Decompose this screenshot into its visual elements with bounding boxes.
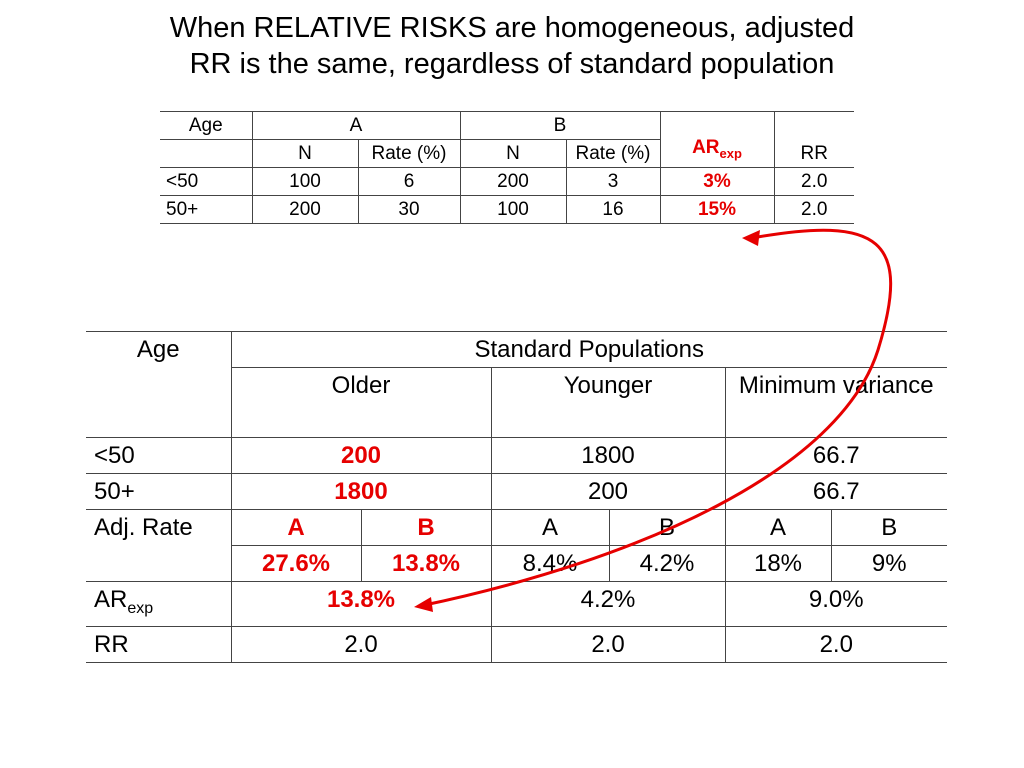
header-population-b: B [459,111,660,140]
table-row: 50+ 200 30 100 16 15% 2.0 [160,195,854,224]
adj-rate-label: Adj. Rate [86,509,231,582]
age-cell: 50+ [160,195,252,224]
rate-a-cell: 30 [357,195,460,224]
younger-cell: 200 [490,473,725,510]
rate-b-cell: 3 [565,167,660,196]
ar-exp-value-older: 13.8% [230,581,491,627]
older-cell: 200 [230,437,491,474]
adj-value: 18% [724,545,831,582]
minvar-cell: 66.7 [724,437,947,474]
table-row: 50+ 1800 200 66.7 [86,473,947,510]
table-row: ARexp 13.8% 4.2% 9.0% [86,581,947,627]
n-b-cell: 200 [459,167,566,196]
header-rr: RR [773,111,854,168]
table-row: <50 100 6 200 3 3% 2.0 [160,167,854,196]
adj-head-a: A [490,509,609,546]
n-a-cell: 200 [251,195,358,224]
adj-value: 27.6% [230,545,361,582]
ar-exp-value-minvar: 9.0% [724,581,947,627]
n-b-cell: 100 [459,195,566,224]
header-younger: Younger [490,367,725,438]
header-n-a: N [251,139,358,168]
rr-value-younger: 2.0 [490,625,725,663]
n-a-cell: 100 [251,167,358,196]
rr-label: RR [86,625,231,663]
slide-title: When RELATIVE RISKS are homogeneous, adj… [0,10,1024,82]
minvar-cell: 66.7 [724,473,947,510]
adj-value: 9% [830,545,947,582]
age-cell: <50 [160,167,252,196]
age-specific-rates-table: Age A B ARexp RR N Rate (%) N Rate (%) <… [160,111,854,224]
rr-cell: 2.0 [773,195,854,224]
age-cell: 50+ [86,473,231,510]
rate-b-cell: 16 [565,195,660,224]
adj-head-b: B [830,509,947,546]
ar-exp-cell: 15% [659,195,774,224]
rr-value-minvar: 2.0 [724,625,947,663]
header-age: Age [160,111,252,140]
header-age: Age [86,331,231,438]
adj-value: 8.4% [490,545,609,582]
standard-populations-table: Age Standard Populations Older Younger M… [86,331,947,663]
adj-value: 4.2% [608,545,725,582]
arrowhead-top [742,230,760,246]
rr-cell: 2.0 [773,167,854,196]
rate-a-cell: 6 [357,167,460,196]
adj-head-b: B [360,509,491,546]
table-row: Adj. Rate A B A B A B [86,509,947,582]
ar-exp-cell: 3% [659,167,774,196]
header-age-blank [160,139,252,168]
adj-head-a: A [724,509,831,546]
header-older: Older [230,367,491,438]
older-cell: 1800 [230,473,491,510]
rr-value-older: 2.0 [230,625,491,663]
header-population-a: A [251,111,460,140]
age-cell: <50 [86,437,231,474]
header-rate-b: Rate (%) [565,139,660,168]
table-row: RR 2.0 2.0 2.0 [86,625,947,663]
header-standard-populations: Standard Populations [230,331,947,368]
adj-value: 13.8% [360,545,491,582]
table-row: <50 200 1800 66.7 [86,437,947,474]
younger-cell: 1800 [490,437,725,474]
header-ar-exp: ARexp [659,111,774,168]
ar-exp-label: ARexp [86,581,231,627]
header-n-b: N [459,139,566,168]
adj-head-a: A [230,509,361,546]
header-minimum-variance: Minimum variance [724,367,947,438]
title-line-1: When RELATIVE RISKS are homogeneous, adj… [169,12,855,44]
adj-head-b: B [608,509,725,546]
header-rate-a: Rate (%) [357,139,460,168]
title-line-2: RR is the same, regardless of standard p… [189,48,835,80]
ar-exp-value-younger: 4.2% [490,581,725,627]
